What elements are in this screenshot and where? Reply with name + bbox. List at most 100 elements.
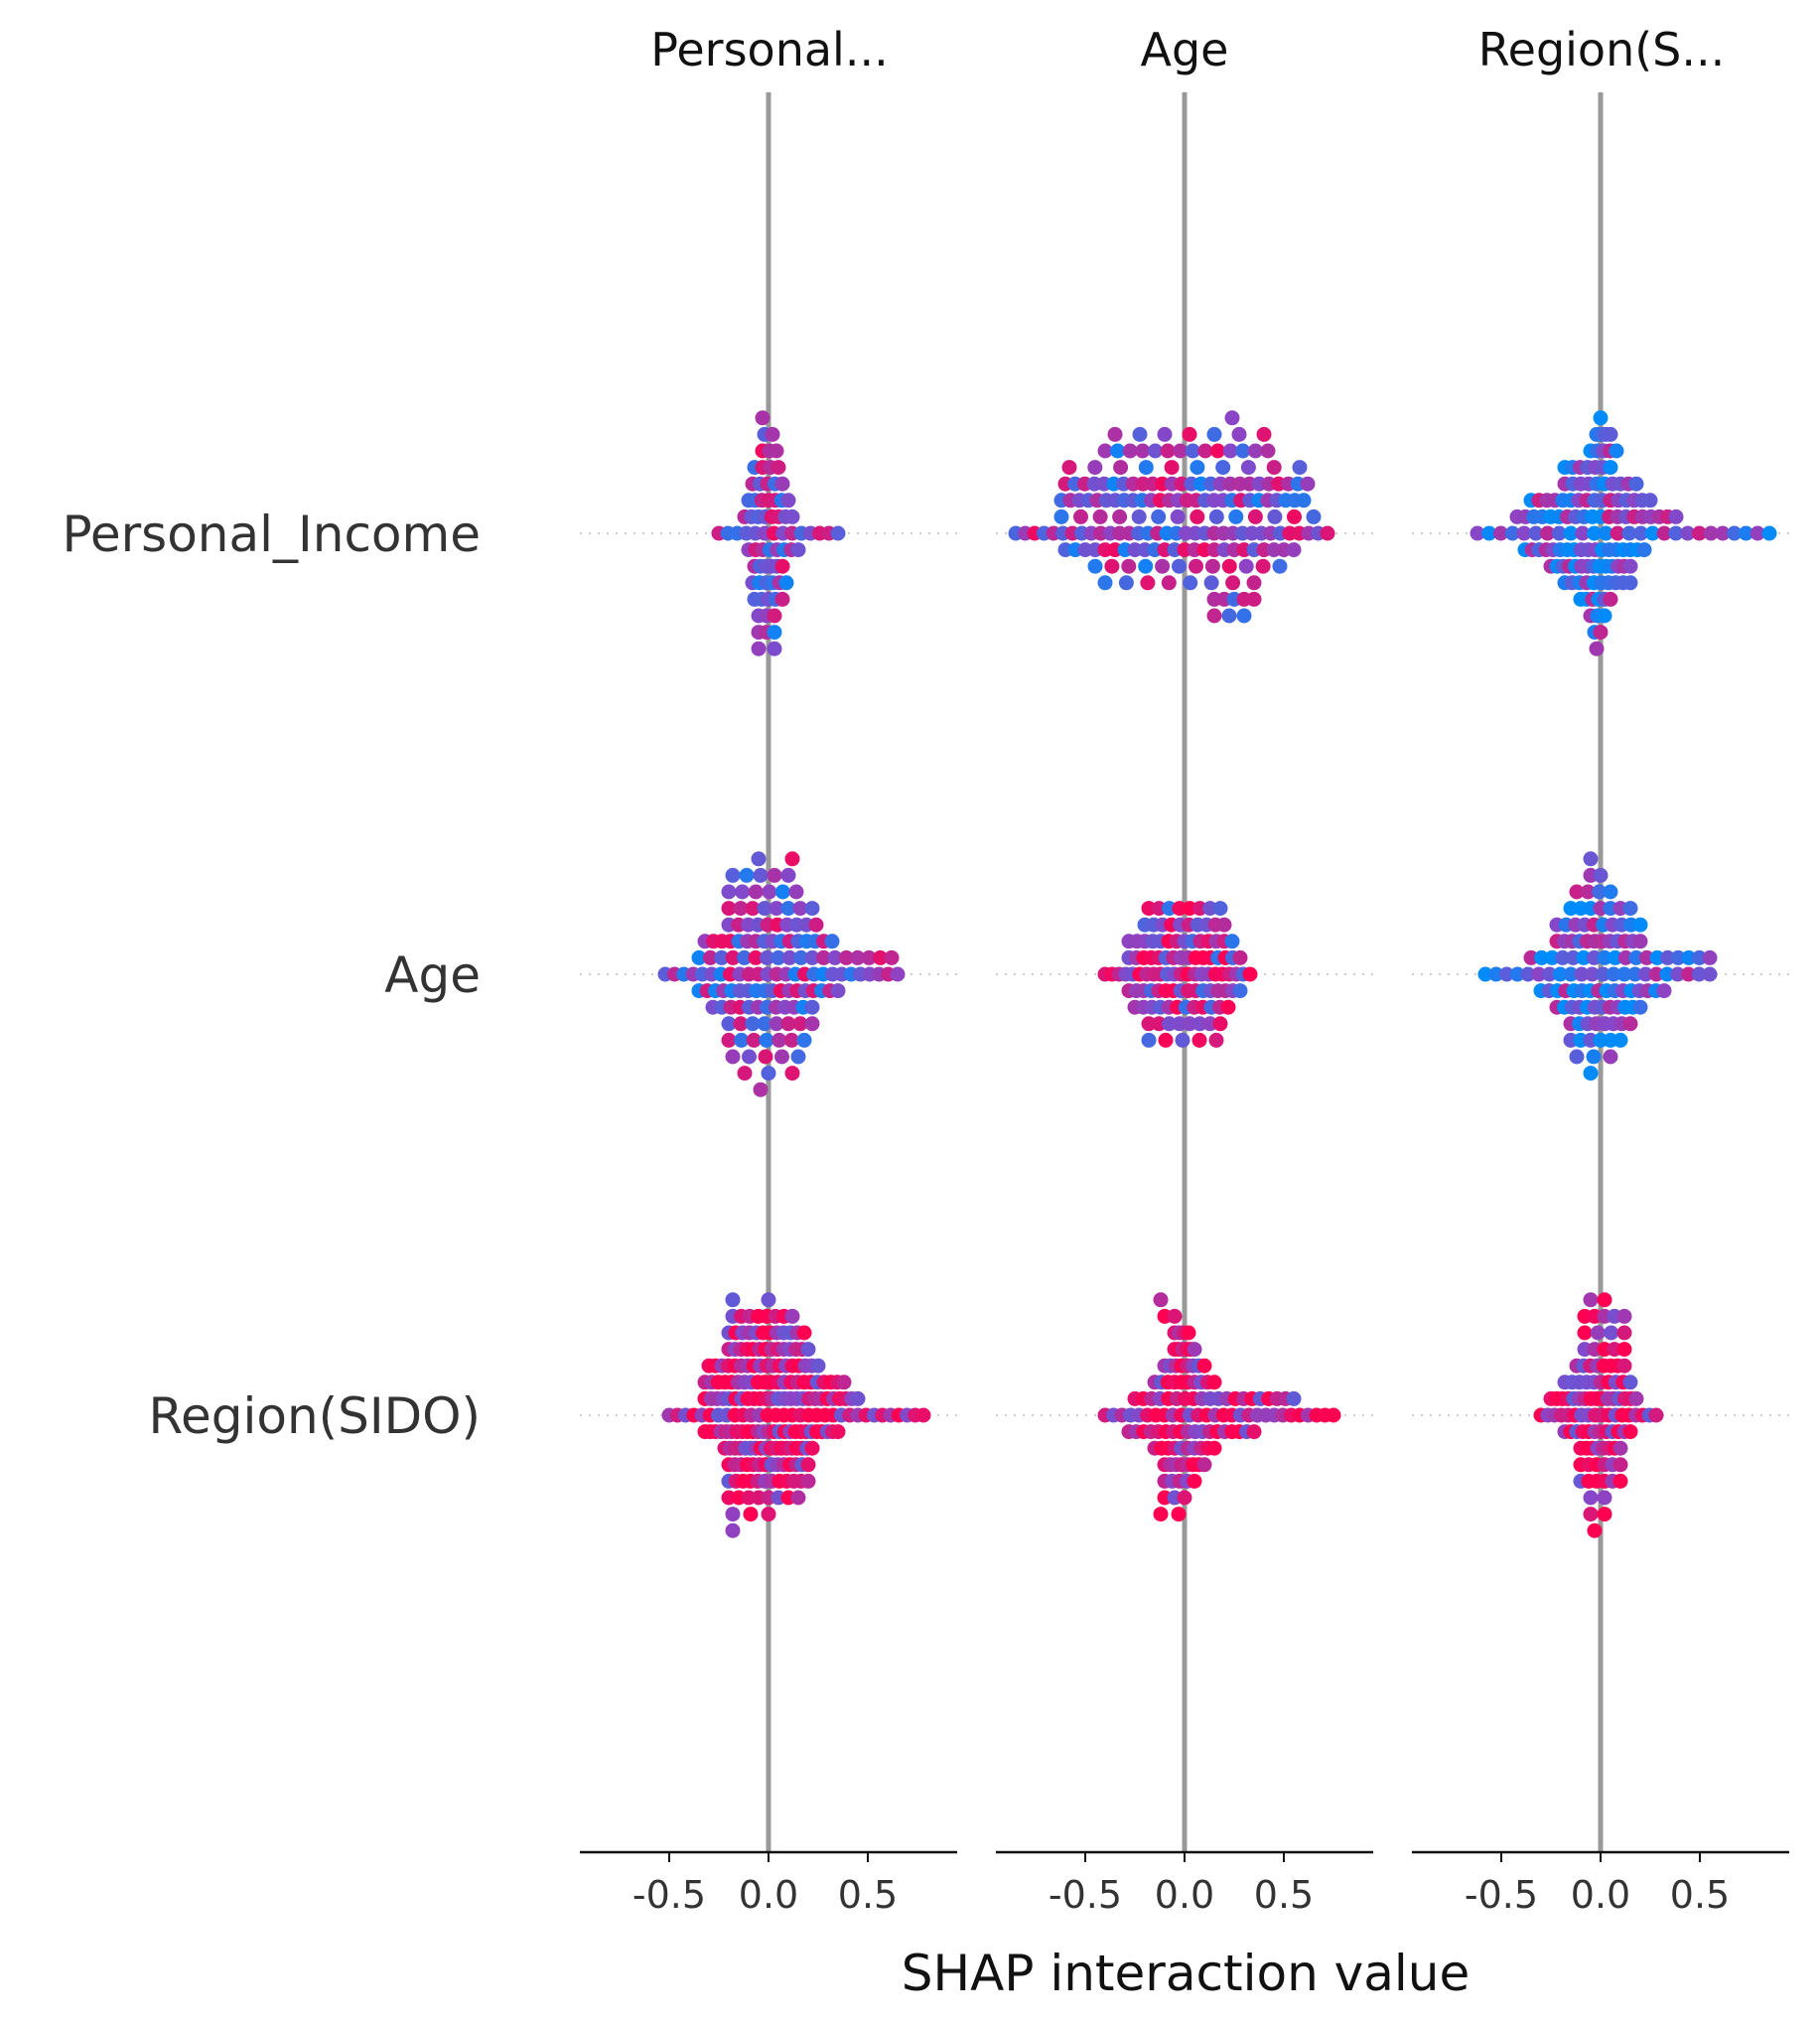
data-point — [1132, 426, 1148, 442]
data-point — [800, 1342, 816, 1358]
data-point — [769, 443, 784, 459]
data-point — [1609, 443, 1624, 459]
data-point — [1121, 558, 1137, 574]
column-titles: Personal... Age Region(S... — [650, 23, 1725, 76]
data-point — [771, 1032, 787, 1048]
data-point — [1206, 426, 1222, 442]
data-point — [1164, 460, 1180, 476]
data-point — [861, 949, 877, 965]
data-point — [1206, 608, 1222, 624]
data-point — [725, 1507, 741, 1522]
data-point — [1212, 1016, 1228, 1032]
data-point — [1612, 1457, 1628, 1473]
data-point — [733, 901, 749, 917]
data-point — [1181, 1325, 1196, 1341]
data-point — [1286, 542, 1302, 558]
data-point — [1691, 949, 1707, 965]
data-point — [1603, 1049, 1618, 1065]
data-point — [734, 1032, 750, 1048]
data-point — [1151, 901, 1167, 917]
data-point — [1637, 966, 1653, 982]
data-point — [1183, 575, 1198, 591]
data-point — [1610, 525, 1625, 541]
data-point — [755, 410, 770, 426]
data-point — [757, 901, 772, 917]
data-point — [804, 1440, 820, 1456]
data-point — [1691, 966, 1707, 982]
data-point — [1292, 460, 1308, 476]
data-point — [780, 1016, 796, 1032]
data-point — [1266, 460, 1282, 476]
data-point — [737, 949, 753, 965]
data-point — [1191, 901, 1207, 917]
data-point — [830, 525, 846, 541]
data-point — [767, 641, 782, 656]
data-point — [1622, 1375, 1638, 1390]
data-point — [816, 949, 831, 965]
data-point — [1616, 966, 1632, 982]
data-point — [790, 1490, 806, 1506]
data-point — [1246, 575, 1262, 591]
data-point — [1148, 443, 1163, 459]
data-point — [1185, 443, 1200, 459]
data-point — [1326, 1407, 1341, 1423]
data-point — [1187, 1473, 1202, 1489]
data-point — [1122, 443, 1138, 459]
data-point — [1523, 949, 1539, 965]
data-point — [762, 884, 777, 900]
x-tick-label: -0.5 — [632, 1873, 706, 1917]
data-point — [757, 1016, 772, 1032]
data-point — [761, 1292, 776, 1308]
data-point — [1107, 426, 1123, 442]
data-point — [1204, 558, 1220, 574]
data-point — [1616, 1358, 1632, 1374]
data-point — [1104, 558, 1120, 574]
data-point — [691, 949, 707, 965]
data-point — [1202, 1016, 1218, 1032]
data-point — [1138, 558, 1154, 574]
data-point — [1576, 949, 1592, 965]
data-point — [1660, 949, 1676, 965]
data-point — [1499, 966, 1514, 982]
data-point — [804, 999, 820, 1015]
data-point — [1073, 508, 1088, 524]
data-point — [1161, 575, 1177, 591]
data-point — [1632, 917, 1648, 933]
data-point — [1642, 493, 1658, 508]
data-point — [780, 901, 796, 917]
data-point — [746, 1032, 762, 1048]
data-point — [1597, 608, 1612, 624]
data-point — [748, 884, 764, 900]
data-point — [1622, 575, 1638, 591]
data-point — [1053, 508, 1069, 524]
data-point — [1636, 542, 1652, 558]
data-point — [827, 949, 843, 965]
data-point — [1235, 443, 1251, 459]
data-point — [1255, 558, 1271, 574]
data-point — [760, 949, 774, 965]
x-axis-label: SHAP interaction value — [902, 1945, 1470, 2002]
data-point — [1715, 525, 1731, 541]
data-point — [751, 641, 767, 656]
data-point — [1583, 1292, 1599, 1308]
data-point — [1632, 934, 1648, 949]
data-point — [721, 1032, 737, 1048]
data-point — [1597, 1507, 1612, 1522]
data-point — [1628, 476, 1644, 492]
data-point — [1190, 460, 1205, 476]
data-point — [758, 1049, 773, 1065]
data-point — [1092, 508, 1108, 524]
data-point — [1593, 625, 1609, 641]
data-point — [769, 901, 784, 917]
data-point — [1616, 1325, 1632, 1341]
data-point — [1470, 525, 1485, 541]
data-point — [1182, 901, 1197, 917]
data-point — [1597, 949, 1612, 965]
x-tick-label: 0.0 — [739, 1873, 798, 1917]
data-point — [1153, 1292, 1169, 1308]
data-point — [1587, 1522, 1603, 1538]
data-point — [1598, 525, 1613, 541]
data-point — [778, 575, 794, 591]
data-point — [1583, 851, 1599, 867]
data-point — [1516, 525, 1532, 541]
